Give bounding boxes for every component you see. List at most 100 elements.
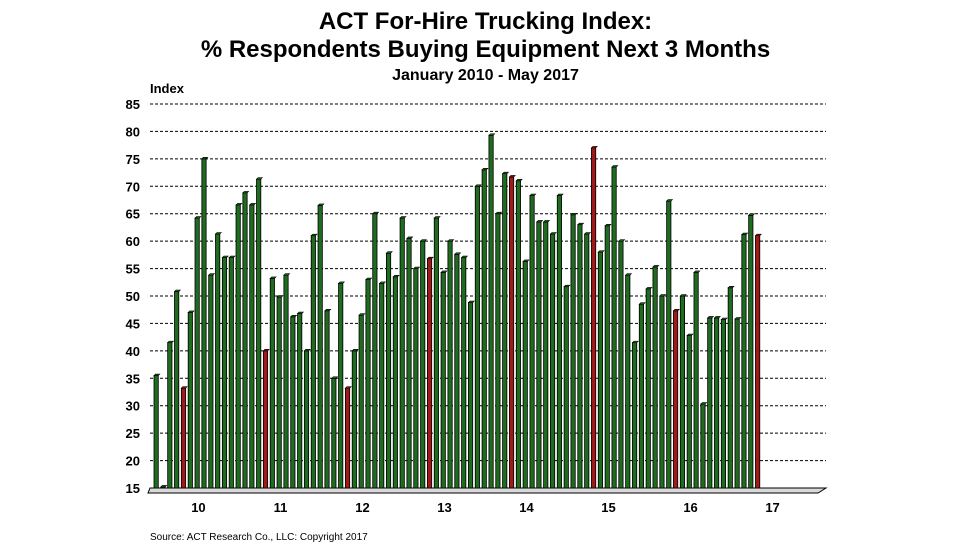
bar-body <box>686 335 692 489</box>
bar-top <box>536 220 544 223</box>
bar-top <box>214 232 223 235</box>
bar <box>577 222 585 489</box>
bar-top <box>624 273 633 276</box>
bar-top <box>495 211 503 215</box>
bar-body <box>338 282 344 489</box>
bar <box>727 285 735 489</box>
bar <box>495 211 503 489</box>
bar-top <box>638 302 646 305</box>
bar-top <box>337 281 346 284</box>
chart-title: ACT For-Hire Trucking Index: <box>318 8 653 35</box>
x-tick-label: 11 <box>274 500 288 515</box>
bar <box>741 232 749 489</box>
bar-body <box>495 213 501 489</box>
bar-body <box>324 310 330 489</box>
bar <box>693 270 701 489</box>
bar-body <box>720 319 727 489</box>
bar <box>604 223 612 489</box>
bar-body <box>597 251 603 489</box>
bar-top <box>713 316 721 319</box>
bar-top <box>672 309 680 312</box>
bar-body <box>604 225 610 489</box>
bar-body <box>426 258 433 489</box>
bar-body <box>550 233 556 489</box>
bar <box>242 191 250 489</box>
bar <box>583 232 592 489</box>
y-tick-label: 30 <box>126 399 140 414</box>
bar-highlight <box>344 386 352 489</box>
bar-body <box>536 221 542 489</box>
bar-body <box>283 274 289 489</box>
bar-top <box>508 175 516 178</box>
bar-top <box>317 203 325 206</box>
bar-top <box>727 285 735 289</box>
bar-body <box>201 158 207 489</box>
bar-body <box>331 377 337 489</box>
bar <box>310 233 318 489</box>
bar <box>214 232 223 489</box>
bar <box>153 373 161 489</box>
bar-body <box>392 276 398 489</box>
bar-body <box>638 303 644 489</box>
bar <box>631 340 639 489</box>
bar <box>371 211 380 489</box>
gridlines <box>150 103 826 489</box>
bar-top <box>153 373 161 376</box>
bar <box>597 250 605 489</box>
bar <box>283 273 291 489</box>
bar-body <box>262 350 269 489</box>
bar-top <box>180 386 188 389</box>
bar-body <box>221 257 228 489</box>
bar <box>399 216 407 489</box>
bar-body <box>632 342 638 489</box>
bar-top <box>324 309 332 312</box>
bar <box>289 315 298 489</box>
bar-top <box>276 295 284 298</box>
bar-body <box>693 272 699 489</box>
bar <box>645 287 653 489</box>
bar <box>522 259 530 489</box>
bar-body <box>529 195 535 489</box>
bar <box>330 376 339 489</box>
bar-body <box>502 173 508 489</box>
bar <box>173 289 182 489</box>
bar <box>549 232 557 489</box>
bar-top <box>604 223 612 227</box>
bar-body <box>187 312 193 489</box>
bar <box>501 171 510 489</box>
bar <box>358 313 366 489</box>
bar-body <box>468 302 474 489</box>
bar-top <box>645 287 653 290</box>
bar-body <box>303 350 310 489</box>
bar <box>207 273 216 489</box>
bar-body <box>543 221 549 489</box>
bar-body <box>584 233 590 489</box>
bar <box>351 349 359 489</box>
bar-top <box>419 239 428 242</box>
bar <box>221 255 229 489</box>
bar-top <box>269 276 277 279</box>
bar <box>706 316 715 489</box>
bar-body <box>433 217 439 489</box>
bar-body <box>666 200 672 489</box>
bar <box>454 252 462 489</box>
bar-top <box>358 313 366 316</box>
bar-body <box>413 268 419 489</box>
bar <box>296 311 305 489</box>
bar-top <box>296 311 305 314</box>
x-tick-label: 12 <box>355 500 369 515</box>
bar-top <box>686 333 694 336</box>
bar-top <box>590 146 598 149</box>
bar-body <box>522 261 528 489</box>
bar-top <box>454 252 462 255</box>
bar-top <box>720 317 728 320</box>
bar-body <box>591 147 597 489</box>
bar-top <box>460 255 469 258</box>
bar <box>542 220 551 489</box>
bar-body <box>385 252 392 489</box>
bar-body <box>454 253 460 489</box>
bar <box>460 255 469 489</box>
bar-body <box>645 288 651 489</box>
bar-top <box>160 485 168 488</box>
